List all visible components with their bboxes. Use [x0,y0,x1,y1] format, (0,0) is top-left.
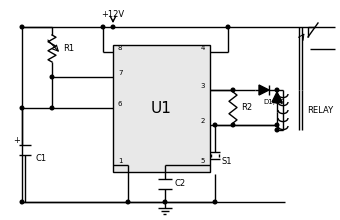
Circle shape [20,25,24,29]
Circle shape [163,200,167,204]
Text: 1: 1 [118,158,122,164]
Circle shape [275,128,279,132]
Text: RELAY: RELAY [307,106,333,114]
Text: U1: U1 [151,101,172,116]
Text: 4: 4 [201,45,205,51]
Text: S1: S1 [222,157,233,166]
Polygon shape [259,85,269,95]
Bar [113,45,210,172]
Text: D1,D2: D1,D2 [263,99,285,105]
Circle shape [213,200,217,204]
Text: 5: 5 [201,158,205,164]
Text: C1: C1 [35,154,46,163]
Circle shape [126,200,130,204]
Circle shape [20,106,24,110]
Circle shape [50,75,54,79]
Circle shape [50,106,54,110]
Circle shape [231,123,235,127]
Text: 6: 6 [118,101,122,107]
Circle shape [20,200,24,204]
Text: 8: 8 [118,45,122,51]
Circle shape [213,123,217,127]
Text: 2: 2 [201,118,205,124]
Circle shape [275,88,279,92]
Circle shape [226,25,230,29]
Circle shape [275,123,279,127]
Text: 3: 3 [201,83,205,89]
Text: +12V: +12V [101,9,124,18]
Circle shape [101,25,105,29]
Polygon shape [272,92,282,102]
Text: +: + [14,136,20,145]
Circle shape [231,88,235,92]
Text: R2: R2 [241,103,252,112]
Circle shape [111,25,115,29]
Text: R1: R1 [63,44,74,53]
Text: C2: C2 [175,179,186,188]
Text: 7: 7 [118,70,122,76]
